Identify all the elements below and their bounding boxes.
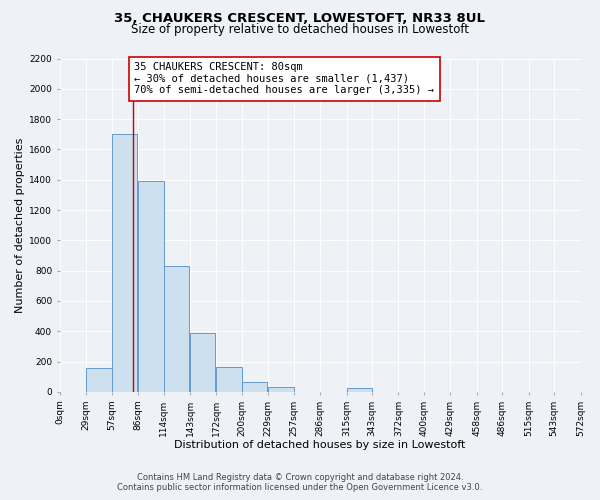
- Bar: [190, 334, 215, 392]
- Bar: [86, 368, 112, 392]
- Bar: [164, 266, 189, 392]
- Text: 35 CHAUKERS CRESCENT: 80sqm
← 30% of detached houses are smaller (1,437)
70% of : 35 CHAUKERS CRESCENT: 80sqm ← 30% of det…: [134, 62, 434, 96]
- Text: 35, CHAUKERS CRESCENT, LOWESTOFT, NR33 8UL: 35, CHAUKERS CRESCENT, LOWESTOFT, NR33 8…: [115, 12, 485, 26]
- Bar: [112, 134, 137, 392]
- Text: Size of property relative to detached houses in Lowestoft: Size of property relative to detached ho…: [131, 22, 469, 36]
- Bar: [268, 388, 294, 392]
- Bar: [138, 181, 164, 392]
- X-axis label: Distribution of detached houses by size in Lowestoft: Distribution of detached houses by size …: [175, 440, 466, 450]
- Bar: [242, 382, 268, 392]
- Y-axis label: Number of detached properties: Number of detached properties: [15, 138, 25, 313]
- Bar: [347, 388, 372, 392]
- Text: Contains HM Land Registry data © Crown copyright and database right 2024.
Contai: Contains HM Land Registry data © Crown c…: [118, 473, 482, 492]
- Bar: [217, 367, 242, 392]
